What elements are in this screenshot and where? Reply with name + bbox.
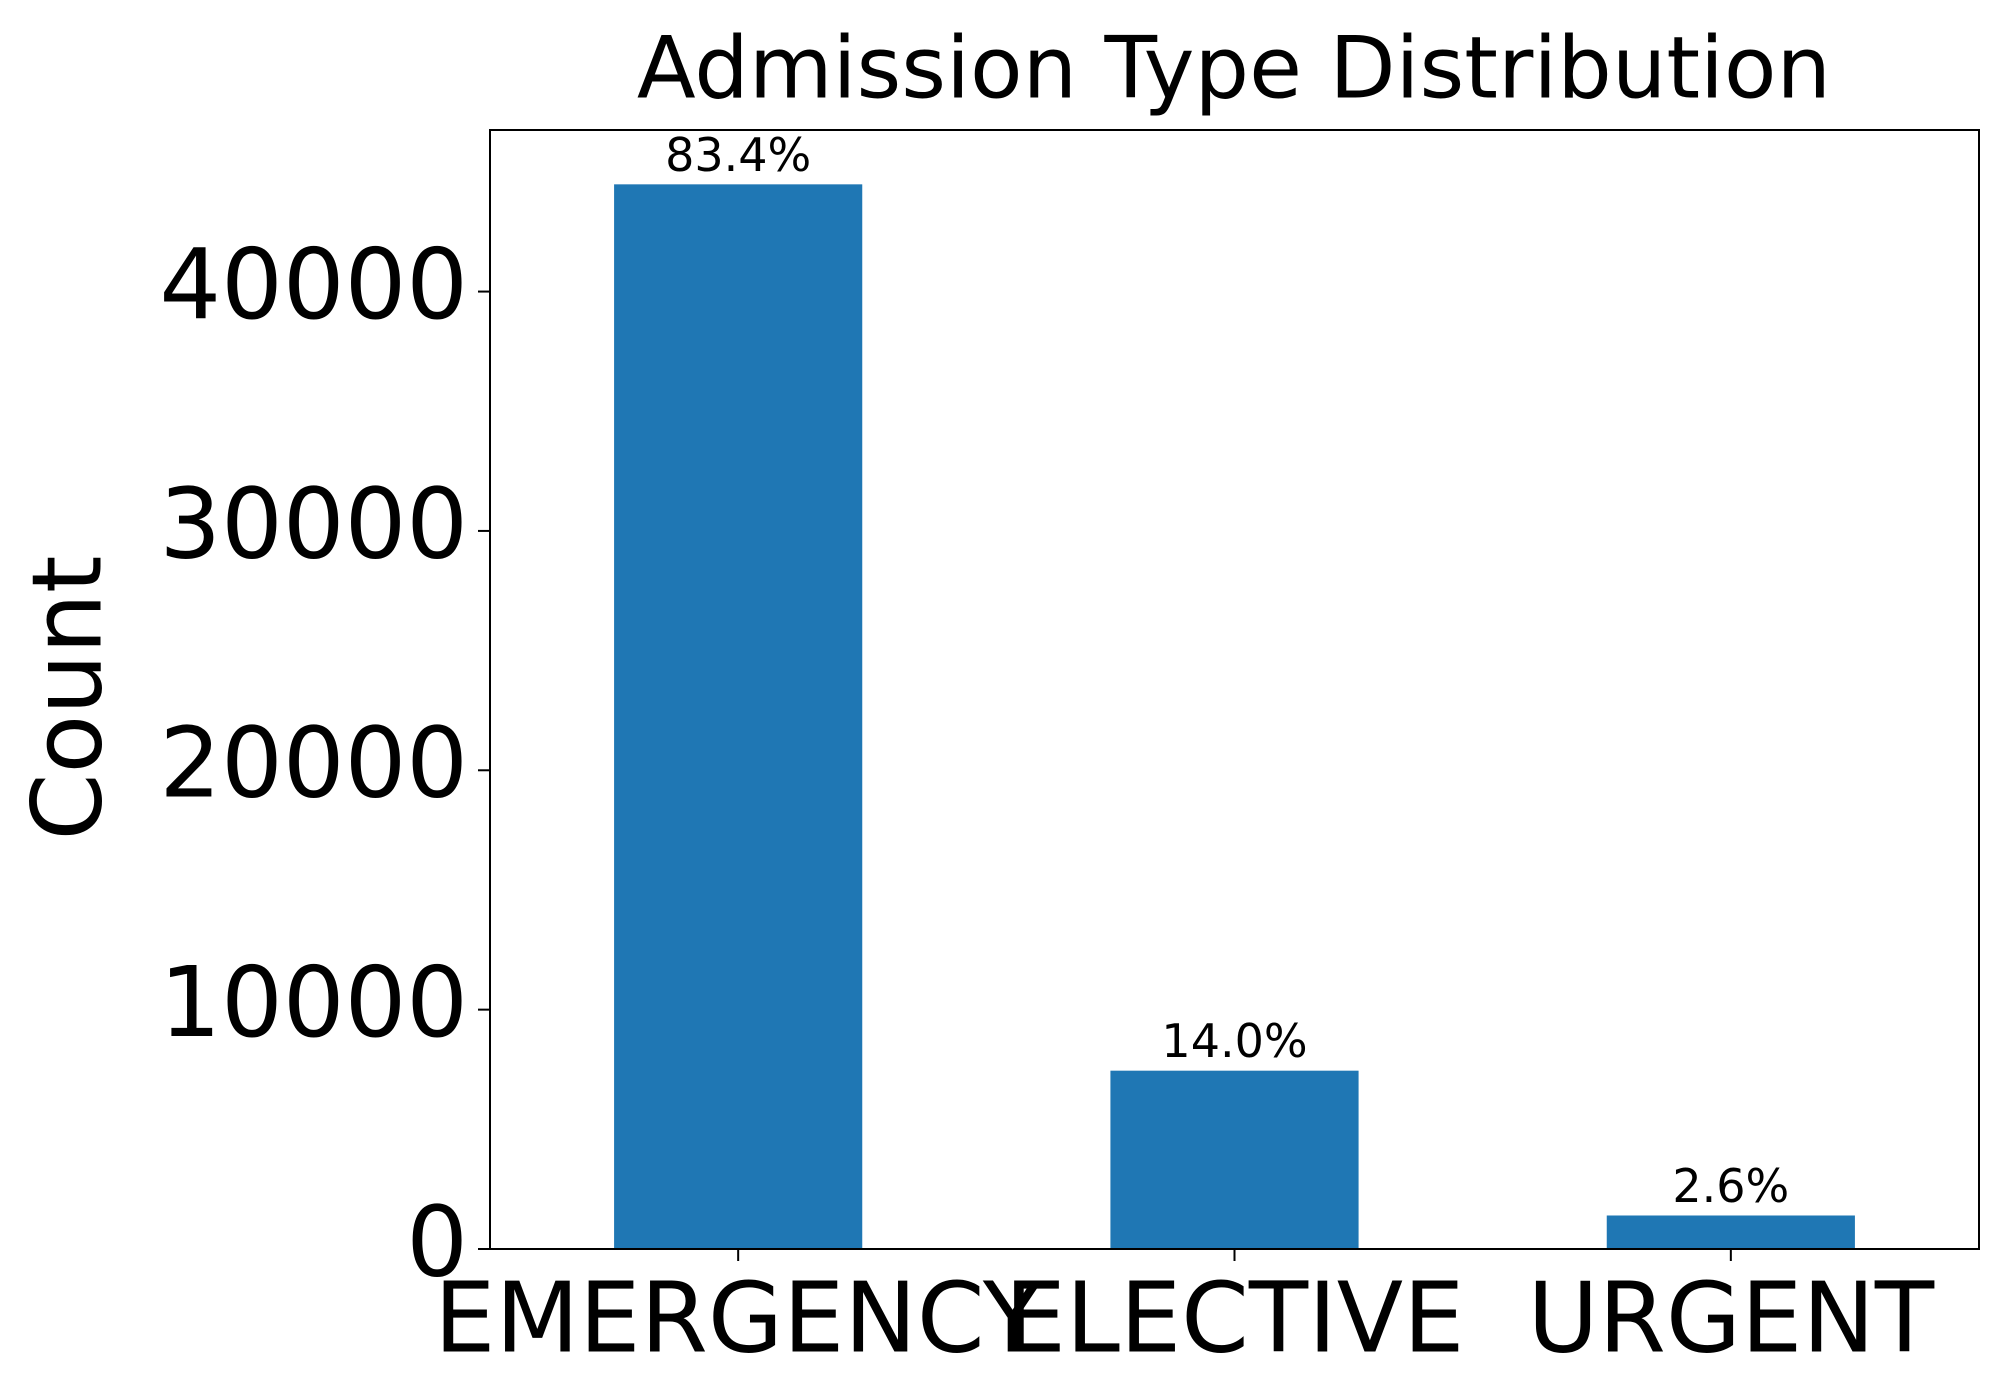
x-tick-label: ELECTIVE [1005,1261,1465,1374]
y-tick-label: 10000 [159,946,468,1059]
bar-label: 2.6% [1672,1159,1789,1213]
chart-title: Admission Type Distribution [637,18,1831,118]
y-tick-label: 20000 [159,707,468,820]
x-tick-label: URGENT [1527,1261,1934,1374]
plot-frame [489,129,1980,1250]
bar-label: 83.4% [665,128,811,182]
bar [1110,1070,1359,1249]
bar [614,184,863,1249]
bar [1606,1215,1855,1249]
x-tick-label: EMERGENCY [434,1261,1043,1374]
y-tick-label: 0 [406,1185,468,1298]
y-tick-label: 30000 [159,467,468,580]
y-axis-label: Count [11,555,123,840]
y-tick-label: 40000 [159,228,468,341]
bar-label: 14.0% [1161,1014,1307,1068]
